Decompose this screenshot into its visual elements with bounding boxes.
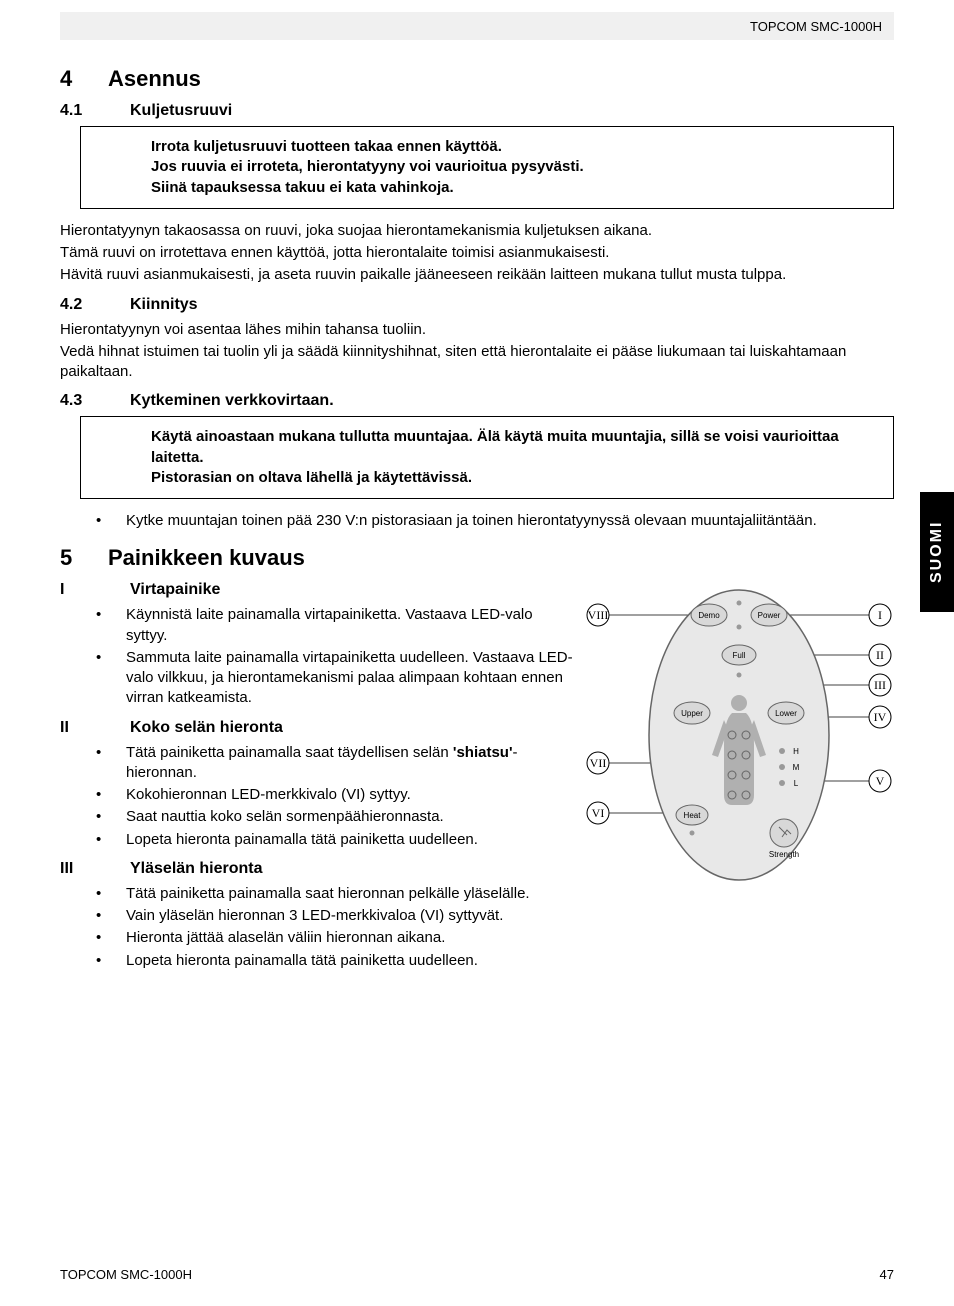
list-5-III: Tätä painiketta painamalla saat hieronna…: [60, 884, 620, 971]
btn-demo: Demo: [698, 611, 720, 620]
warning-box-41: Irrota kuljetusruuvi tuotteen takaa enne…: [80, 126, 894, 209]
lbl-H: H: [793, 747, 799, 756]
warn-41-line3: Siinä tapauksessa takuu ei kata vahinkoj…: [151, 178, 879, 198]
heading-4: 4Asennus: [60, 66, 894, 92]
remote-diagram: I II III IV V VIII VII VI: [584, 585, 894, 945]
btn-power: Power: [758, 611, 781, 620]
li-5-II-1a: Tätä painiketta painamalla saat täydelli…: [126, 744, 453, 761]
heading-4-3-title: Kytkeminen verkkovirtaan.: [130, 392, 334, 409]
heading-4-3: 4.3Kytkeminen verkkovirtaan.: [60, 392, 894, 410]
lbl-M: M: [793, 763, 800, 772]
heading-5-title: Painikkeen kuvaus: [108, 545, 305, 570]
li-5-I-2: Sammuta laite painamalla virtapainiketta…: [96, 648, 620, 709]
li-5-III-4: Lopeta hieronta painamalla tätä painiket…: [96, 951, 620, 971]
heading-4-1-title: Kuljetusruuvi: [130, 102, 232, 119]
li-5-II-4: Lopeta hieronta painamalla tätä painiket…: [96, 830, 620, 850]
heading-4-2: 4.2Kiinnitys: [60, 296, 894, 314]
heading-4-3-num: 4.3: [60, 392, 130, 410]
li-5-III-3: Hieronta jättää alaselän väliin hieronna…: [96, 928, 620, 948]
li-5-III-1: Tätä painiketta painamalla saat hieronna…: [96, 884, 620, 904]
heading-5-II: IIKoko selän hieronta: [60, 719, 620, 737]
lbl-I: I: [878, 608, 882, 622]
p-42-2: Vedä hihnat istuimen tai tuolin yli ja s…: [60, 342, 894, 383]
li-5-II-1: Tätä painiketta painamalla saat täydelli…: [96, 743, 620, 784]
heading-5-I: IVirtapainike: [60, 581, 620, 599]
heading-4-1: 4.1Kuljetusruuvi: [60, 102, 894, 120]
lbl-L: L: [794, 779, 799, 788]
warning-box-43: Käytä ainoastaan mukana tullutta muuntaj…: [80, 416, 894, 499]
p-42-1: Hierontatyynyn voi asentaa lähes mihin t…: [60, 320, 894, 340]
header-product: TOPCOM SMC-1000H: [750, 19, 882, 34]
lbl-III: III: [874, 678, 886, 692]
footer-product: TOPCOM SMC-1000H: [60, 1267, 192, 1282]
heading-4-2-title: Kiinnitys: [130, 296, 198, 313]
list-43: Kytke muuntajan toinen pää 230 V:n pisto…: [60, 511, 894, 531]
warn-43-line1: Käytä ainoastaan mukana tullutta muuntaj…: [151, 427, 879, 468]
warn-41-line1: Irrota kuljetusruuvi tuotteen takaa enne…: [151, 137, 879, 157]
footer-page: 47: [880, 1267, 894, 1282]
lbl-II: II: [876, 648, 884, 662]
list-43-item1: Kytke muuntajan toinen pää 230 V:n pisto…: [96, 511, 894, 531]
heading-5-III-num: III: [60, 860, 130, 878]
heading-5-num: 5: [60, 545, 108, 571]
heading-4-2-num: 4.2: [60, 296, 130, 314]
p-41-3: Hävitä ruuvi asianmukaisesti, ja aseta r…: [60, 265, 894, 285]
heading-5-III: IIIYläselän hieronta: [60, 860, 620, 878]
list-5-II: Tätä painiketta painamalla saat täydelli…: [60, 743, 620, 850]
btn-full: Full: [733, 651, 746, 660]
btn-upper: Upper: [681, 709, 703, 718]
li-5-II-3: Saat nauttia koko selän sormenpäähieronn…: [96, 807, 620, 827]
list-5-I: Käynnistä laite painamalla virtapainiket…: [60, 605, 620, 708]
heading-5-III-title: Yläselän hieronta: [130, 860, 263, 877]
warn-43-line2: Pistorasian on oltava lähellä ja käytett…: [151, 468, 879, 488]
lbl-IV: IV: [874, 710, 887, 724]
btn-strength: Strength: [769, 850, 799, 859]
heading-5-I-title: Virtapainike: [130, 581, 220, 598]
btn-lower: Lower: [775, 709, 797, 718]
li-5-II-1b: 'shiatsu': [453, 744, 513, 761]
p-41-2: Tämä ruuvi on irrotettava ennen käyttöä,…: [60, 243, 894, 263]
heading-5-II-num: II: [60, 719, 130, 737]
language-tab: SUOMI: [920, 492, 954, 612]
btn-heat: Heat: [684, 811, 702, 820]
warn-41-line2: Jos ruuvia ei irroteta, hierontatyyny vo…: [151, 157, 879, 177]
li-5-I-1: Käynnistä laite painamalla virtapainiket…: [96, 605, 620, 646]
heading-5: 5Painikkeen kuvaus: [60, 545, 894, 571]
heading-5-I-num: I: [60, 581, 130, 599]
heading-4-title: Asennus: [108, 66, 201, 91]
p-41-1: Hierontatyynyn takaosassa on ruuvi, joka…: [60, 221, 894, 241]
li-5-II-2: Kokohieronnan LED-merkkivalo (VI) syttyy…: [96, 785, 620, 805]
heading-5-II-title: Koko selän hieronta: [130, 719, 283, 736]
li-5-III-2: Vain yläselän hieronnan 3 LED-merkkivalo…: [96, 906, 620, 926]
heading-4-num: 4: [60, 66, 108, 92]
heading-4-1-num: 4.1: [60, 102, 130, 120]
lbl-V: V: [876, 774, 885, 788]
